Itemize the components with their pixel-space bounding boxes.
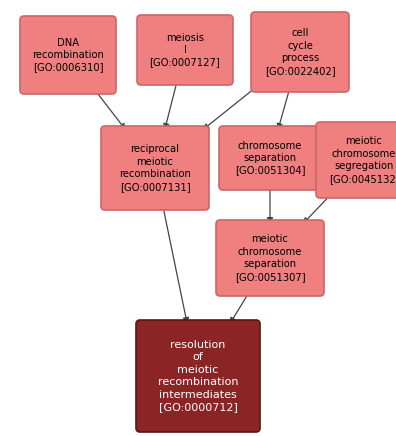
Text: resolution
of
meiotic
recombination
intermediates
[GO:0000712]: resolution of meiotic recombination inte… xyxy=(158,340,238,412)
FancyBboxPatch shape xyxy=(316,122,396,198)
Text: meiotic
chromosome
separation
[GO:0051307]: meiotic chromosome separation [GO:005130… xyxy=(235,235,305,282)
Text: cell
cycle
process
[GO:0022402]: cell cycle process [GO:0022402] xyxy=(265,28,335,75)
FancyBboxPatch shape xyxy=(216,220,324,296)
Text: chromosome
separation
[GO:0051304]: chromosome separation [GO:0051304] xyxy=(235,140,305,175)
Text: reciprocal
meiotic
recombination
[GO:0007131]: reciprocal meiotic recombination [GO:000… xyxy=(119,144,191,191)
FancyBboxPatch shape xyxy=(101,126,209,210)
FancyBboxPatch shape xyxy=(219,126,321,190)
FancyBboxPatch shape xyxy=(20,16,116,94)
FancyBboxPatch shape xyxy=(251,12,349,92)
Text: DNA
recombination
[GO:0006310]: DNA recombination [GO:0006310] xyxy=(32,37,104,72)
FancyBboxPatch shape xyxy=(137,15,233,85)
Text: meiosis
I
[GO:0007127]: meiosis I [GO:0007127] xyxy=(150,33,221,68)
Text: meiotic
chromosome
segregation
[GO:0045132]: meiotic chromosome segregation [GO:00451… xyxy=(329,136,396,184)
FancyBboxPatch shape xyxy=(136,320,260,432)
